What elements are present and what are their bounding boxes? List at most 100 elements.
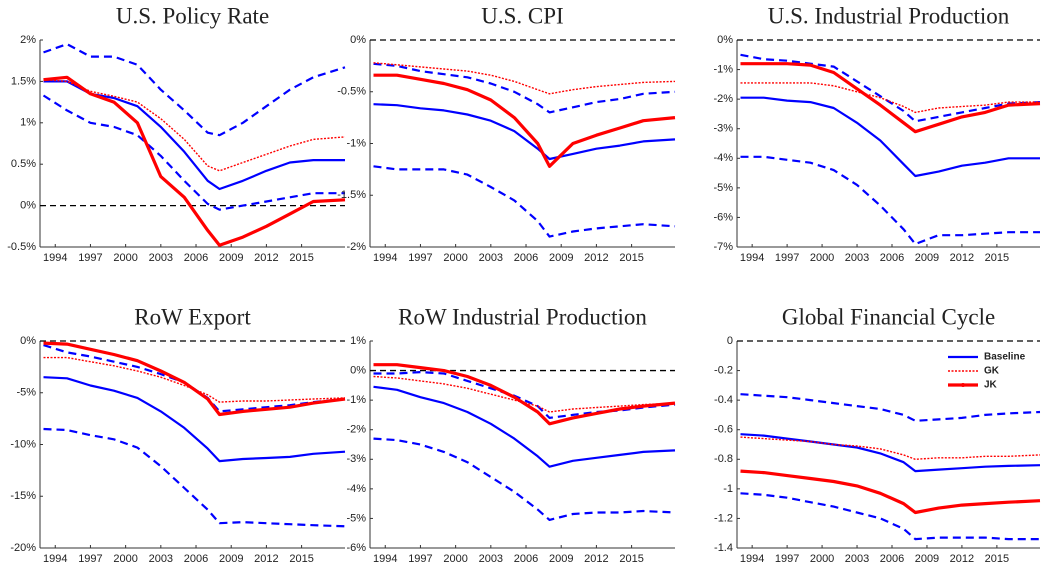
x-tick-label: 2012 — [950, 553, 974, 565]
y-tick-label: -0.4 — [714, 394, 733, 406]
x-tick-label: 1994 — [373, 553, 397, 565]
y-tick-label: -3% — [346, 453, 366, 465]
y-tick-label: -10% — [10, 438, 36, 450]
y-tick-label: -2% — [713, 93, 733, 105]
y-tick-label: -0.8 — [714, 453, 733, 465]
y-tick-label: 0% — [717, 34, 733, 46]
band-line — [740, 155, 1040, 246]
band-line — [43, 427, 346, 528]
x-tick-label: 2000 — [810, 553, 834, 565]
x-tick-label: 2009 — [549, 553, 573, 565]
series-line — [373, 73, 676, 168]
y-tick-label: 0% — [350, 364, 366, 376]
chart-title: U.S. Policy Rate — [116, 3, 269, 28]
band-line — [740, 492, 1040, 541]
y-tick-label: 0% — [20, 200, 36, 212]
x-tick-label: 2000 — [113, 252, 137, 264]
series-line — [373, 363, 676, 426]
y-tick-label: -5% — [16, 387, 36, 399]
x-tick-label: 2009 — [549, 252, 573, 264]
y-tick-label: 1% — [20, 117, 36, 129]
x-tick-label: 2009 — [219, 553, 243, 565]
series-line — [43, 356, 346, 403]
legend-label: GK — [984, 366, 1000, 377]
x-tick-label: 2006 — [514, 553, 538, 565]
y-tick-label: -20% — [10, 542, 36, 554]
y-tick-label: -5% — [346, 512, 366, 524]
series-line — [373, 62, 676, 95]
x-tick-label: 2006 — [880, 252, 904, 264]
y-tick-label: -0.5% — [7, 241, 36, 253]
band-line — [373, 371, 676, 419]
chart-title: RoW Industrial Production — [398, 304, 647, 329]
y-tick-label: -0.6 — [714, 424, 733, 436]
x-tick-label: 2015 — [289, 252, 313, 264]
x-tick-label: 2015 — [289, 553, 313, 565]
y-tick-label: 2% — [20, 34, 36, 46]
series-line — [740, 62, 1041, 134]
y-tick-label: -3% — [713, 123, 733, 135]
x-tick-label: 2009 — [915, 553, 939, 565]
chart-title: U.S. Industrial Production — [768, 3, 1010, 28]
x-tick-label: 1997 — [78, 252, 102, 264]
y-tick-label: -1.2 — [714, 512, 733, 524]
series-line — [740, 433, 1041, 473]
band-line — [740, 393, 1041, 422]
y-tick-label: 0% — [350, 34, 366, 46]
x-tick-label: 1997 — [78, 553, 102, 565]
x-tick-label: 2015 — [619, 252, 643, 264]
x-tick-label: 2015 — [985, 252, 1009, 264]
y-tick-label: -1 — [723, 483, 733, 495]
x-tick-label: 2012 — [584, 252, 608, 264]
y-tick-label: -6% — [713, 211, 733, 223]
x-tick-label: 1997 — [408, 252, 432, 264]
series-line — [43, 80, 345, 191]
y-tick-label: -2% — [346, 241, 366, 253]
y-tick-label: -1.5% — [337, 189, 366, 201]
x-tick-label: 2009 — [915, 252, 939, 264]
x-tick-label: 1994 — [373, 252, 397, 264]
y-tick-label: 1% — [350, 335, 366, 347]
band-line — [740, 53, 1041, 123]
x-tick-label: 2003 — [845, 553, 869, 565]
x-tick-label: 2009 — [219, 252, 243, 264]
series-line — [43, 75, 346, 247]
x-tick-label: 2015 — [619, 553, 643, 565]
x-tick-label: 2003 — [149, 252, 173, 264]
x-tick-label: 2003 — [149, 553, 173, 565]
band-line — [373, 62, 676, 114]
x-tick-label: 2003 — [479, 252, 503, 264]
legend-marker — [961, 383, 965, 387]
y-tick-label: -1.4 — [714, 542, 733, 554]
chart-title: Global Financial Cycle — [782, 304, 995, 329]
series-line — [740, 469, 1041, 515]
band-line — [43, 43, 346, 137]
x-tick-label: 2015 — [985, 553, 1009, 565]
y-tick-label: 0 — [727, 335, 733, 347]
y-tick-label: 1.5% — [11, 75, 36, 87]
x-tick-label: 2006 — [880, 553, 904, 565]
series-line — [740, 96, 1040, 178]
legend-box — [943, 346, 1037, 398]
x-tick-label: 2000 — [113, 553, 137, 565]
x-tick-label: 2012 — [254, 553, 278, 565]
x-tick-label: 1997 — [775, 553, 799, 565]
x-tick-label: 2006 — [184, 252, 208, 264]
y-tick-label: -4% — [346, 483, 366, 495]
y-tick-label: -1% — [713, 63, 733, 75]
y-tick-label: -2% — [346, 424, 366, 436]
series-line — [43, 376, 346, 463]
y-tick-label: -5% — [713, 182, 733, 194]
x-tick-label: 1997 — [775, 252, 799, 264]
x-tick-label: 1994 — [740, 553, 764, 565]
band-line — [42, 94, 345, 211]
x-tick-label: 2012 — [950, 252, 974, 264]
band-line — [373, 165, 676, 238]
series-line — [373, 385, 676, 468]
y-tick-label: -15% — [10, 490, 36, 502]
band-line — [43, 344, 346, 413]
y-tick-label: -7% — [713, 241, 733, 253]
series-line — [740, 436, 1041, 460]
legend-label: Baseline — [984, 352, 1026, 363]
y-tick-label: -1% — [346, 394, 366, 406]
